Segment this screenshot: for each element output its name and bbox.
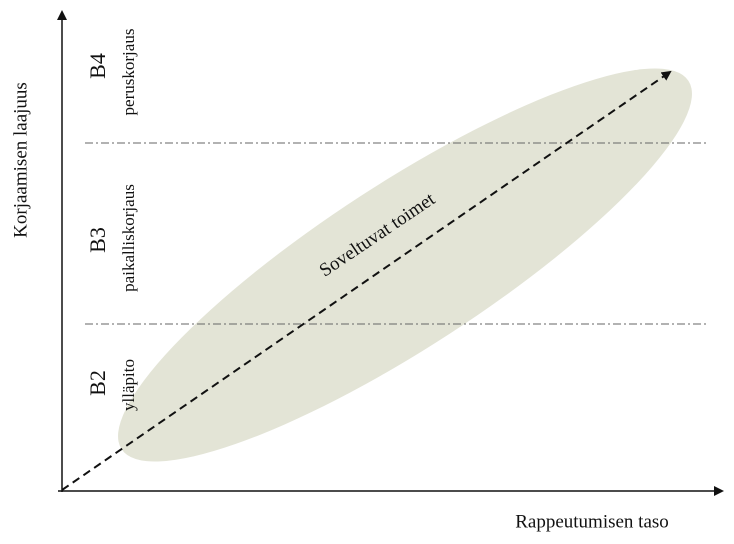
ellipse bbox=[118, 68, 692, 462]
y-axis-label: Korjaamisen laajuus bbox=[10, 82, 31, 238]
zone-label: paikalliskorjaus bbox=[119, 184, 138, 292]
zone-code: B3 bbox=[85, 227, 110, 253]
dashed-arrow bbox=[61, 70, 672, 491]
zone-code: B2 bbox=[85, 370, 110, 396]
zone-code: B4 bbox=[85, 53, 110, 79]
zone-label: ylläpito bbox=[119, 359, 138, 411]
x-axis-label: Rappeutumisen taso bbox=[515, 511, 669, 532]
zone-label: peruskorjaus bbox=[119, 29, 138, 116]
